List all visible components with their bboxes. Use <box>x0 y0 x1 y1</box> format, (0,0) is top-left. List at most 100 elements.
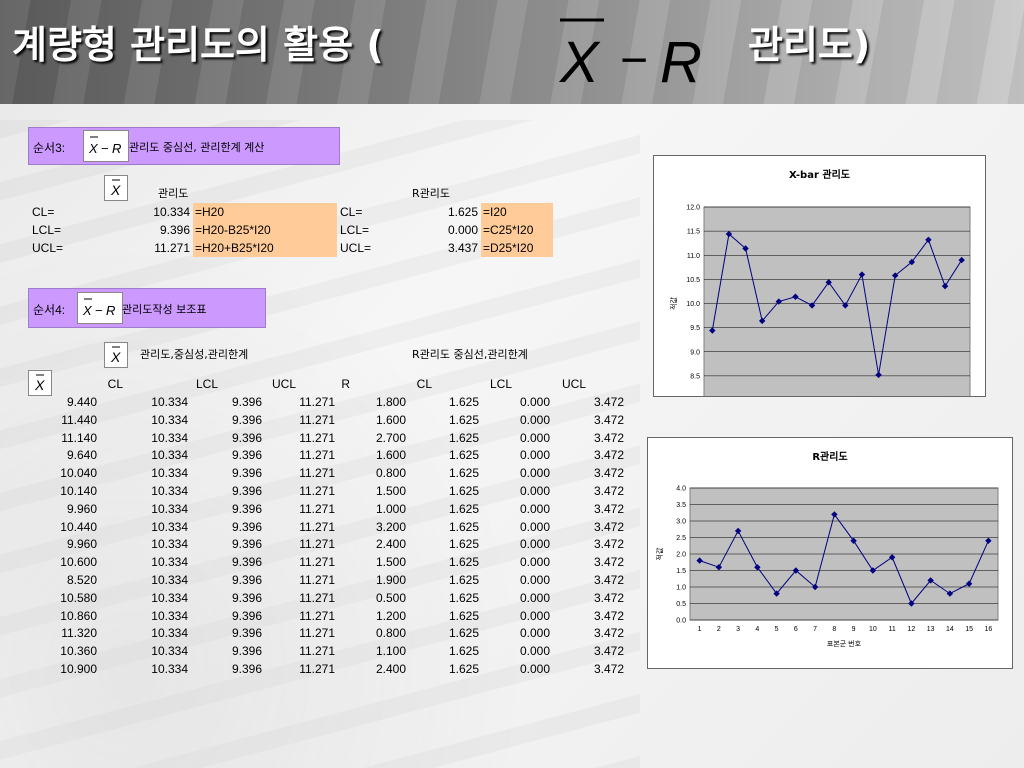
y-tick-label: 0.5 <box>676 601 686 608</box>
data-point <box>725 230 733 238</box>
x-tick-label: 3 <box>736 626 740 633</box>
data-point <box>908 258 916 266</box>
data-point <box>958 256 965 264</box>
aux-table-cell: 9.396 <box>231 626 262 641</box>
chart-title: R관리도 <box>812 452 848 463</box>
aux-table-cell: 3.472 <box>593 395 624 409</box>
aux-table-cell: 1.600 <box>375 412 406 427</box>
aux-table-cell: 3.472 <box>593 519 624 534</box>
aux-table-cell: 11.271 <box>299 466 335 481</box>
aux-table-cell: 9.396 <box>231 466 262 481</box>
limits-r-header: R관리도 <box>412 187 451 200</box>
aux-table-cell: 9.396 <box>231 501 262 516</box>
aux-table-cell: 10.334 <box>151 448 188 463</box>
aux-table-cell: 3.472 <box>593 430 624 445</box>
aux-table-cell: 0.000 <box>519 590 550 605</box>
aux-table-cell: 10.334 <box>151 412 188 427</box>
limits-r-formula-cell[interactable]: =D25*I20 <box>481 239 553 257</box>
r-chart: R관리도 0.0 0.5 1.0 1.5 2.0 2.5 3.0 3.5 4.0 1 2 3 4 5 6 7 8… <box>647 437 1013 669</box>
aux-table-cell: 10.580 <box>60 590 97 605</box>
aux-table-cell: 1.625 <box>448 555 479 570</box>
aux-table-cell: 1.625 <box>448 662 479 676</box>
step3-formula-x: X <box>88 141 99 156</box>
limits-formula-cell[interactable]: =H20 <box>193 203 337 221</box>
y-tick-label: 2.5 <box>676 535 686 542</box>
aux-table-cell: 10.900 <box>60 662 97 676</box>
aux-table-cell: 1.600 <box>375 448 406 463</box>
limits-label: UCL= <box>32 241 64 255</box>
aux-table-cell: 10.140 <box>60 484 97 498</box>
aux-table-cell: 1.100 <box>375 644 406 659</box>
data-point <box>773 590 780 597</box>
aux-table-cell: 9.396 <box>231 555 262 570</box>
y-tick-label: 0.0 <box>676 618 686 625</box>
aux-table-cell: 11.271 <box>299 662 335 676</box>
aux-table-cell: 11.271 <box>299 555 335 570</box>
limits-formula-cell[interactable]: =H20-B25*I20 <box>193 221 337 239</box>
title-formula-minus: − <box>620 34 648 87</box>
aux-table-cell: 0.000 <box>519 448 550 463</box>
chart-title: X-bar 관리도 <box>789 170 850 181</box>
step4-label: 순서4: <box>33 303 66 317</box>
aux-table-cell: 0.000 <box>519 573 550 587</box>
y-tick-label: 3.0 <box>676 519 686 526</box>
aux-table-cell: 1.800 <box>375 395 406 409</box>
aux-table-cell: 1.500 <box>375 484 406 498</box>
data-point <box>946 590 954 597</box>
y-tick-label: 1.0 <box>676 585 686 592</box>
aux-table-cell: 10.334 <box>151 573 188 587</box>
data-point <box>825 279 832 286</box>
aux-table-cell: 11.320 <box>61 626 97 641</box>
aux-table-cell: 1.625 <box>448 412 479 427</box>
step4-formula-r: R <box>106 303 115 318</box>
limits-r-formula-cell[interactable]: =I20 <box>481 203 553 221</box>
data-point <box>715 564 723 571</box>
step4-formula-x: X <box>82 303 93 318</box>
aux-table-cell: 0.500 <box>375 590 406 605</box>
y-tick-label: 1.5 <box>676 568 686 575</box>
aux-table-cell: 10.334 <box>151 519 188 534</box>
aux-table-cell: 0.800 <box>375 466 406 481</box>
y-axis-label: 적값 <box>655 547 664 560</box>
aux-table-cell: 3.472 <box>593 537 624 552</box>
limits-xbar-symbol-box: X <box>104 175 128 201</box>
limits-xbar-symbol: X <box>110 182 121 198</box>
aux-first-col-symbol: X <box>34 377 45 393</box>
aux-table-cell: 3.472 <box>593 448 624 463</box>
data-point <box>925 236 932 244</box>
x-tick-label: 10 <box>869 626 877 633</box>
aux-table-cell: 0.000 <box>519 644 550 659</box>
aux-table-cell: 3.472 <box>593 573 624 587</box>
aux-table-cell: 1.625 <box>448 573 479 587</box>
aux-table-cell: 11.271 <box>299 448 335 463</box>
aux-table-cell: 1.625 <box>448 395 479 409</box>
y-axis-label: 적값 <box>669 297 678 310</box>
limits-formula-cell[interactable]: =H20+B25*I20 <box>193 239 337 257</box>
aux-table-cell: 10.440 <box>60 519 97 534</box>
title-bar <box>0 0 1024 104</box>
data-point <box>850 537 857 544</box>
aux-table-cell: 9.396 <box>231 662 262 676</box>
data-point <box>888 554 896 561</box>
step3-formula: X − R <box>83 130 129 162</box>
aux-table-cell: 0.000 <box>519 608 550 623</box>
limits-r-value: 0.000 <box>447 223 478 237</box>
limits-value: 9.396 <box>159 223 190 237</box>
data-point <box>754 564 761 571</box>
aux-table-cell: 11.271 <box>299 608 335 623</box>
x-tick-label: 13 <box>927 626 935 633</box>
y-tick-label: 3.5 <box>676 502 686 509</box>
aux-table-cell: 3.472 <box>593 484 624 498</box>
aux-table-cell: 1.200 <box>375 608 406 623</box>
data-point <box>842 302 849 309</box>
aux-table-cell: 11.271 <box>299 412 335 427</box>
limits-r-formula-cell[interactable]: =C25*I20 <box>481 221 553 239</box>
data-point <box>696 557 703 564</box>
aux-table-cell: 11.271 <box>299 537 335 552</box>
aux-table-cell: 10.600 <box>60 555 97 570</box>
aux-table-cell: 0.000 <box>519 412 550 427</box>
aux-table-cell: 8.520 <box>66 573 97 587</box>
x-tick-label: 12 <box>907 626 915 633</box>
aux-table-cell: 10.334 <box>151 608 188 623</box>
aux-table-cell: 9.396 <box>231 608 262 623</box>
